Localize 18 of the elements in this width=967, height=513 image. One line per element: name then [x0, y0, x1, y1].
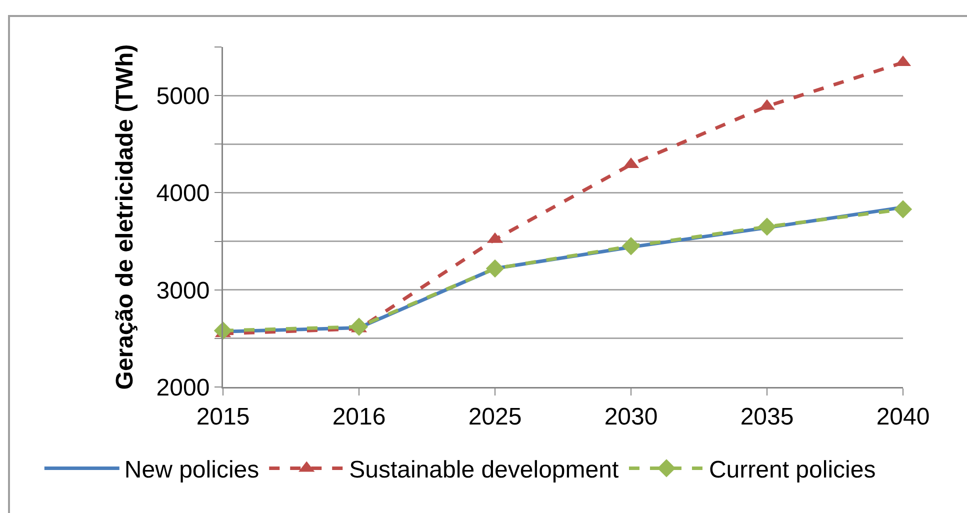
point [622, 237, 640, 256]
point [758, 218, 776, 236]
x-tick-label: 2015 [196, 403, 250, 430]
point [486, 259, 504, 278]
y-tick-label: 3000 [156, 277, 210, 304]
x-tick-label: 2025 [468, 403, 522, 430]
x-tick-label: 2030 [604, 403, 658, 430]
legend-label: Current policies [708, 456, 876, 484]
x-tick-label: 2035 [740, 403, 794, 430]
x-tick-label: 2016 [332, 403, 386, 430]
legend-label: Sustainable development [349, 456, 619, 484]
y-tick-label: 4000 [156, 180, 210, 208]
x-tick-label: 2040 [876, 403, 930, 430]
legend-label: New policies [124, 456, 260, 484]
y-tick-label: 5000 [156, 82, 210, 110]
y-tick-label: 2000 [156, 374, 210, 402]
y-axis-title: Geração de eletricidade (TWh) [112, 44, 139, 390]
point [894, 200, 912, 218]
